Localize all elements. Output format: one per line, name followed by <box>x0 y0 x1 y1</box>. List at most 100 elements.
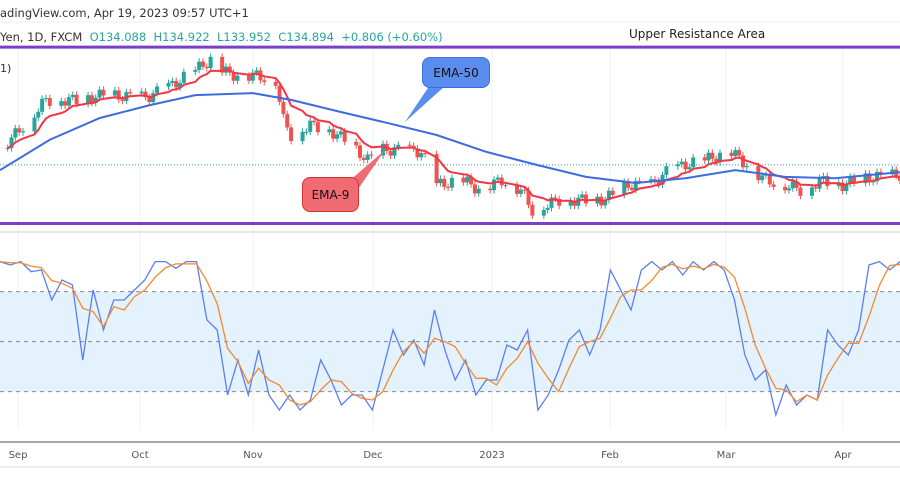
candle-body <box>380 143 385 156</box>
candle-body <box>193 69 198 72</box>
candle-body <box>277 85 282 102</box>
candle-body <box>315 122 320 133</box>
candle-body <box>863 173 868 184</box>
candle-body <box>166 82 171 87</box>
candle-body <box>273 81 278 86</box>
candle-body <box>151 93 156 103</box>
candle-body <box>530 204 535 216</box>
candle-body <box>181 71 186 83</box>
candle-body <box>606 190 611 201</box>
candle-body <box>767 174 772 185</box>
candle-body <box>220 56 225 73</box>
candle-body <box>675 164 680 167</box>
candle-body <box>790 181 795 189</box>
candle-body <box>488 188 493 191</box>
candle-body <box>43 98 48 100</box>
candle-body <box>9 137 14 149</box>
candle-body <box>128 92 133 94</box>
candle-body <box>572 200 577 206</box>
candle-body <box>840 182 845 192</box>
symbol-label: Yen, 1D, FXCM <box>0 30 83 44</box>
candle-body <box>392 147 397 156</box>
candle-body <box>656 180 661 185</box>
candle-body <box>664 166 669 175</box>
candle-body <box>687 167 692 170</box>
candle-body <box>583 194 588 204</box>
candle-body <box>354 141 359 146</box>
candle-body <box>446 186 451 188</box>
candle-body <box>254 70 259 73</box>
candle-body <box>396 144 401 148</box>
candle-body <box>626 181 631 188</box>
candle-body <box>70 94 75 98</box>
candle-body <box>281 101 286 115</box>
candle-body <box>415 148 420 158</box>
candle-body <box>66 97 71 106</box>
candle-body <box>844 183 849 192</box>
candle-body <box>5 148 10 150</box>
candle-body <box>553 197 558 199</box>
x-tick-label: Mar <box>717 450 737 461</box>
candle-body <box>465 176 470 183</box>
candle-body <box>679 161 684 165</box>
candle-body <box>285 114 290 128</box>
candle-body <box>545 207 550 210</box>
candle-body <box>503 185 508 187</box>
candle-body <box>714 158 719 163</box>
candle-body <box>580 194 585 198</box>
candle-body <box>304 131 309 133</box>
candle-body <box>603 200 608 206</box>
candle-body <box>36 111 41 118</box>
candle-body <box>610 190 615 195</box>
candle-body <box>476 188 481 194</box>
candle-body <box>250 72 255 81</box>
candle-body <box>495 177 500 180</box>
candle-body <box>361 157 366 160</box>
candle-body <box>170 80 175 83</box>
ema50-callout: EMA-50 <box>422 57 490 88</box>
candle-body <box>200 61 205 67</box>
x-tick-label: Dec <box>363 450 382 461</box>
candle-body <box>40 98 45 112</box>
candle-body <box>246 75 251 81</box>
candle-body <box>300 131 305 142</box>
candle-body <box>760 175 765 181</box>
x-tick-label: Feb <box>601 450 619 461</box>
candle-body <box>825 175 830 187</box>
candle-body <box>20 131 25 133</box>
candle-body <box>629 187 634 190</box>
candle-body <box>702 157 707 161</box>
candle-body <box>786 188 791 191</box>
candle-body <box>526 190 531 205</box>
candle-body <box>652 179 657 181</box>
candle-body <box>518 189 523 194</box>
candle-body <box>147 97 152 103</box>
ema9-line <box>7 69 900 203</box>
candle-body <box>86 95 91 104</box>
candle-body <box>338 131 343 135</box>
candle-body <box>342 131 347 142</box>
candle-body <box>63 101 68 106</box>
candle-body <box>515 185 520 194</box>
candle-body <box>235 75 240 81</box>
candle-body <box>434 154 439 184</box>
candle-body <box>691 157 696 168</box>
candle-body <box>472 184 477 194</box>
candle-body <box>898 175 900 181</box>
candle-body <box>809 187 814 196</box>
candle-body <box>798 187 803 196</box>
candle-body <box>836 182 841 187</box>
candle-body <box>737 150 742 156</box>
candle-body <box>388 151 393 156</box>
candle-body <box>492 179 497 191</box>
candle-body <box>178 82 182 88</box>
stoch-k-line <box>0 260 900 418</box>
close-value: C134.894 <box>278 30 334 44</box>
candle-body <box>549 197 554 208</box>
candle-body <box>327 129 332 133</box>
candle-body <box>875 171 880 182</box>
x-tick-label: Nov <box>243 450 263 461</box>
candle-body <box>17 128 22 133</box>
candle-body <box>369 154 374 156</box>
